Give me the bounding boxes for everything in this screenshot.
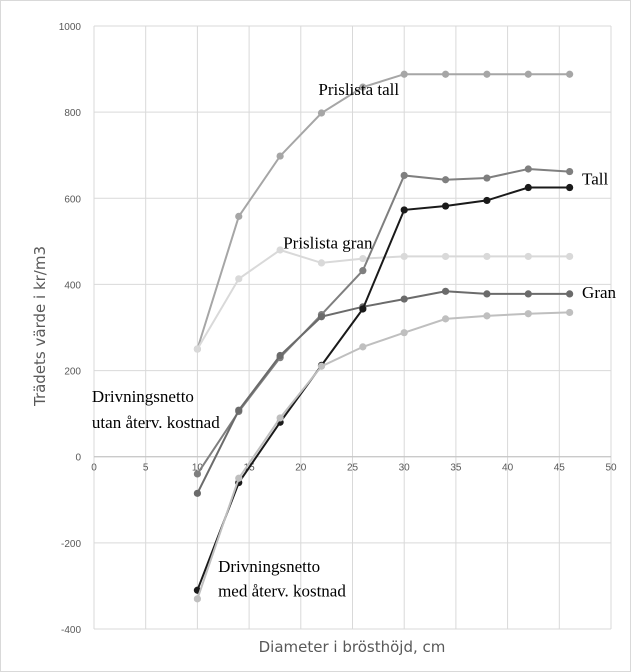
data-point xyxy=(441,70,450,78)
data-point xyxy=(193,595,201,603)
data-point xyxy=(359,83,367,91)
series-line xyxy=(193,183,574,594)
series-line xyxy=(193,246,574,353)
annotation-label: Prislista gran xyxy=(283,234,373,253)
data-point xyxy=(235,212,243,220)
data-point xyxy=(566,308,574,317)
data-point xyxy=(235,474,243,482)
data-point xyxy=(317,362,326,370)
series-path xyxy=(196,73,570,350)
data-point xyxy=(524,310,532,318)
data-point xyxy=(359,254,367,263)
data-point xyxy=(400,70,408,78)
series-path xyxy=(196,167,570,475)
y-tick-label: 800 xyxy=(64,108,81,119)
y-tick-label: 1000 xyxy=(59,22,82,33)
annotation-label: Gran xyxy=(582,283,616,302)
data-point xyxy=(566,183,574,192)
data-point xyxy=(483,174,491,182)
data-point xyxy=(235,406,243,414)
data-point xyxy=(317,313,326,321)
data-point xyxy=(235,275,243,283)
data-point xyxy=(524,183,532,192)
series-path xyxy=(196,290,570,494)
y-axis-title: Trädets värde i kr/m3 xyxy=(31,246,49,407)
data-point xyxy=(400,252,408,261)
y-tick-label: 400 xyxy=(64,280,81,291)
x-tick-label: 25 xyxy=(347,463,359,474)
series-path xyxy=(196,248,570,350)
annotations: Prislista tall Prislista gran Tall Gran Driv… xyxy=(92,80,617,601)
series-line xyxy=(193,70,574,353)
annotation-label: Prislista tall xyxy=(318,80,399,99)
data-point xyxy=(400,329,408,337)
annotation-label: Drivningsnetto xyxy=(218,557,320,576)
x-tick-label: 45 xyxy=(554,463,566,474)
x-tick-label: 5 xyxy=(143,463,149,474)
annotation-label: Drivningsnetto xyxy=(92,387,194,406)
x-tick-label: 50 xyxy=(605,463,617,474)
series-path xyxy=(196,186,570,591)
data-point xyxy=(359,343,367,351)
x-tick-label: 30 xyxy=(399,463,411,474)
data-point xyxy=(400,206,408,214)
data-point xyxy=(441,176,450,184)
data-point xyxy=(276,414,284,422)
data-point xyxy=(276,246,284,254)
x-tick-label: 40 xyxy=(502,463,514,474)
series-path xyxy=(196,311,570,600)
series-line xyxy=(193,287,574,497)
y-tick-label: 0 xyxy=(75,453,81,464)
x-axis-title: Diameter i brösthöjd, cm xyxy=(259,638,446,656)
data-point xyxy=(441,202,450,210)
y-tick-label: -200 xyxy=(61,539,81,550)
y-tick-label: 600 xyxy=(64,194,81,205)
data-point xyxy=(193,470,201,478)
data-point xyxy=(483,252,491,261)
data-point xyxy=(524,70,532,78)
y-tick-labels: -400 -200 0 200 400 600 800 1000 xyxy=(59,22,82,636)
data-point xyxy=(524,252,532,261)
data-point xyxy=(317,109,326,117)
y-tick-label: 200 xyxy=(64,367,81,378)
y-tick-label: -400 xyxy=(61,625,81,636)
data-point xyxy=(400,295,408,303)
annotation-label: utan återv. kostnad xyxy=(92,413,220,432)
x-tick-label: 35 xyxy=(450,463,462,474)
x-tick-label: 0 xyxy=(91,463,97,474)
annotation-label: Tall xyxy=(582,170,608,189)
data-point xyxy=(276,351,284,360)
data-point xyxy=(400,171,408,180)
series-line xyxy=(193,308,574,603)
data-point xyxy=(566,252,574,261)
data-point xyxy=(193,345,201,353)
series-layer xyxy=(193,70,574,603)
grid xyxy=(93,25,612,630)
x-tick-labels: 0 5 10 15 20 25 30 35 40 45 50 xyxy=(91,463,617,474)
data-point xyxy=(483,312,491,320)
data-point xyxy=(566,290,574,298)
data-point xyxy=(524,290,532,298)
x-tick-label: 10 xyxy=(192,463,204,474)
data-point xyxy=(359,305,367,313)
data-point xyxy=(317,259,326,267)
data-point xyxy=(483,70,491,78)
data-point xyxy=(566,167,574,176)
x-tick-label: 20 xyxy=(295,463,307,474)
data-point xyxy=(524,165,532,173)
data-point xyxy=(359,267,367,275)
data-point xyxy=(193,489,201,497)
data-point xyxy=(441,315,450,323)
annotation-label: med återv. kostnad xyxy=(218,582,346,601)
data-point xyxy=(483,290,491,298)
data-point xyxy=(483,196,491,205)
data-point xyxy=(566,70,574,78)
data-point xyxy=(441,287,450,295)
data-point xyxy=(441,252,450,261)
data-point xyxy=(276,152,284,160)
series-line xyxy=(193,165,574,478)
